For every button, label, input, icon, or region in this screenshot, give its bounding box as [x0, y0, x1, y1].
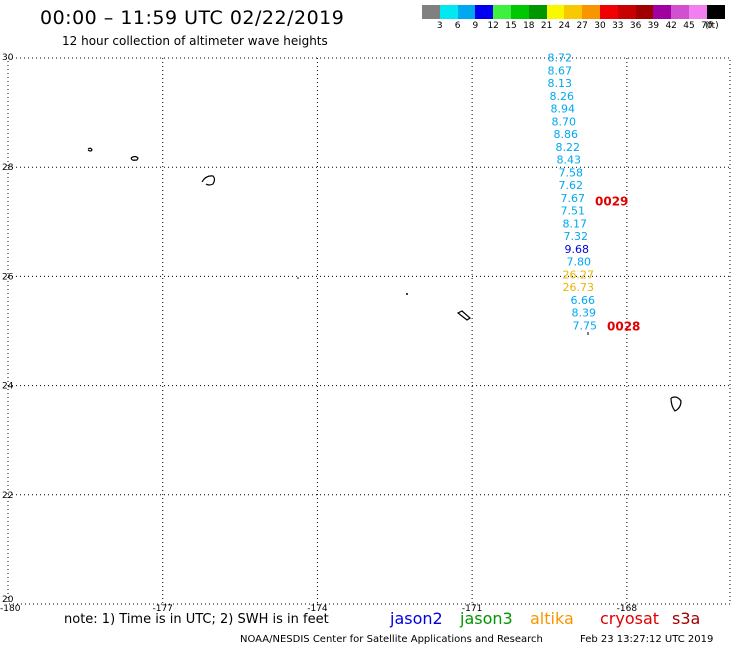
wave-height-value: 8.72: [548, 52, 573, 65]
pass-number-label: 0029: [595, 195, 628, 209]
page-title: 00:00 – 11:59 UTC 02/22/2019: [40, 7, 345, 29]
satellite-name-s3a: s3a: [672, 609, 701, 628]
color-scale-label: 24: [558, 21, 571, 31]
wave-height-value: 8.67: [548, 64, 573, 77]
island-outline: [201, 175, 216, 186]
lon-tick-label: -177: [152, 604, 172, 614]
color-scale-swatch: [599, 5, 618, 19]
footer-note: note: 1) Time is in UTC; 2) SWH is in fe…: [64, 612, 329, 627]
lon-tick-label: -168: [617, 604, 638, 614]
island-outline: [406, 293, 408, 295]
color-scale-label: 6: [454, 21, 461, 31]
pass-number-label: 0028: [607, 320, 640, 334]
wave-height-value: 8.94: [551, 103, 576, 116]
color-scale-swatch: [528, 5, 547, 19]
color-scale-label: 70: [701, 21, 713, 31]
footer-credit: NOAA/NESDIS Center for Satellite Applica…: [240, 634, 543, 645]
satellite-name-cryosat: cryosat: [600, 609, 660, 628]
wave-height-value: 7.80: [567, 256, 592, 269]
wave-height-value: 8.86: [554, 128, 579, 141]
color-scale-swatch: [617, 5, 636, 19]
color-scale-label: (ft): [705, 21, 719, 31]
wave-height-value: 8.26: [550, 90, 575, 103]
color-scale-swatch: [635, 5, 654, 19]
lat-tick-label: 30: [2, 53, 14, 63]
map-frame: [7, 57, 731, 605]
lat-tick-label: 20: [2, 595, 14, 605]
island-outline: [456, 310, 471, 321]
wave-height-value: 8.70: [552, 115, 577, 128]
lat-tick-label: 26: [2, 272, 14, 282]
color-scale-label: 30: [594, 21, 606, 31]
color-scale-swatch: [475, 5, 494, 19]
wave-height-value: 8.43: [557, 154, 582, 167]
color-scale-swatch: [582, 5, 600, 19]
satellite-name-altika: altika: [530, 609, 574, 628]
color-scale-label: 27: [576, 21, 588, 31]
satellite-name-jason3: jason3: [460, 609, 513, 628]
wave-height-value: 26.73: [563, 281, 595, 294]
page-subtitle: 12 hour collection of altimeter wave hei…: [62, 34, 328, 48]
color-scale-swatch: [439, 5, 458, 19]
color-scale-swatch: [653, 5, 672, 19]
footer-issued-time: Feb 23 13:27:12 UTC 2019: [580, 634, 714, 645]
color-scale-label: 3: [436, 21, 443, 31]
color-scale-swatch: [422, 5, 440, 19]
wave-height-value: 8.39: [572, 307, 597, 320]
color-scale-swatch: [546, 5, 565, 19]
lon-tick-label: -180: [0, 604, 21, 614]
island-outlines: [87, 147, 682, 412]
island-outline: [297, 277, 299, 279]
color-scale-label: 21: [540, 21, 553, 31]
wave-height-value: 7.62: [559, 179, 584, 192]
lat-tick-label: 28: [2, 163, 14, 173]
color-scale-bar: [422, 5, 725, 19]
color-scale-swatch: [688, 5, 707, 19]
color-scale-label: 36: [629, 21, 642, 31]
color-scale-label: 39: [647, 21, 660, 31]
island-outline: [670, 396, 682, 412]
lat-tick-label: 22: [2, 491, 13, 501]
color-scale-label: 33: [612, 21, 624, 31]
color-scale-label: 9: [472, 21, 479, 31]
wave-height-value: 7.75: [573, 320, 598, 333]
color-scale-label: 45: [683, 21, 695, 31]
lon-tick-label: -174: [307, 604, 328, 614]
color-scale-label: 18: [523, 21, 535, 31]
color-scale-swatch: [493, 5, 511, 19]
color-scale-label: 15: [505, 21, 517, 31]
wave-height-value: 8.22: [556, 141, 581, 154]
color-scale-swatch: [457, 5, 476, 19]
wave-height-value: 9.68: [565, 243, 590, 256]
lat-tick-label: 24: [2, 382, 14, 392]
wave-height-value: 7.67: [561, 192, 586, 205]
axis-tick-labels: -180-177-174-171-168-16302826242220: [0, 53, 638, 614]
wave-height-value: 7.58: [559, 166, 584, 179]
color-scale-labels: 3 6 9 12 15 18 21 24 27 30 33 36 39 42 45 70 (ft): [422, 21, 740, 33]
island-outline: [87, 147, 93, 152]
wave-height-value: 7.51: [561, 205, 586, 218]
map-grid: [7, 57, 731, 605]
lon-tick-label: -171: [462, 604, 482, 614]
wave-height-value: 8.13: [548, 77, 573, 90]
wave-height-value: 26.27: [563, 268, 595, 281]
color-scale-label: 12: [487, 21, 499, 31]
wave-height-value: 6.66: [571, 294, 596, 307]
color-scale-swatch: [706, 5, 725, 19]
wave-height-value: 7.32: [564, 230, 589, 243]
color-scale-swatch: [510, 5, 529, 19]
wave-height-value: 8.17: [563, 217, 588, 230]
island-outline: [130, 155, 139, 161]
satellite-name-jason2: jason2: [390, 609, 443, 628]
color-scale-swatch: [564, 5, 583, 19]
altimeter-track: 8.728.678.138.268.948.708.868.228.437.58…: [548, 52, 640, 335]
color-scale-label: 42: [665, 21, 677, 31]
color-scale-swatch: [671, 5, 689, 19]
